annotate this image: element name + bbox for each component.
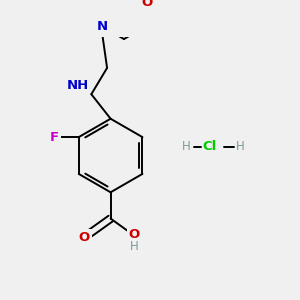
Text: O: O [129,228,140,241]
Text: N: N [97,20,108,33]
Text: NH: NH [67,79,89,92]
Text: H: H [130,240,139,253]
Text: H: H [182,140,190,153]
Text: H: H [236,140,244,153]
Text: F: F [50,130,59,144]
Text: O: O [141,0,153,9]
Text: Cl: Cl [202,140,217,153]
Text: O: O [79,231,90,244]
Text: N: N [97,20,108,33]
